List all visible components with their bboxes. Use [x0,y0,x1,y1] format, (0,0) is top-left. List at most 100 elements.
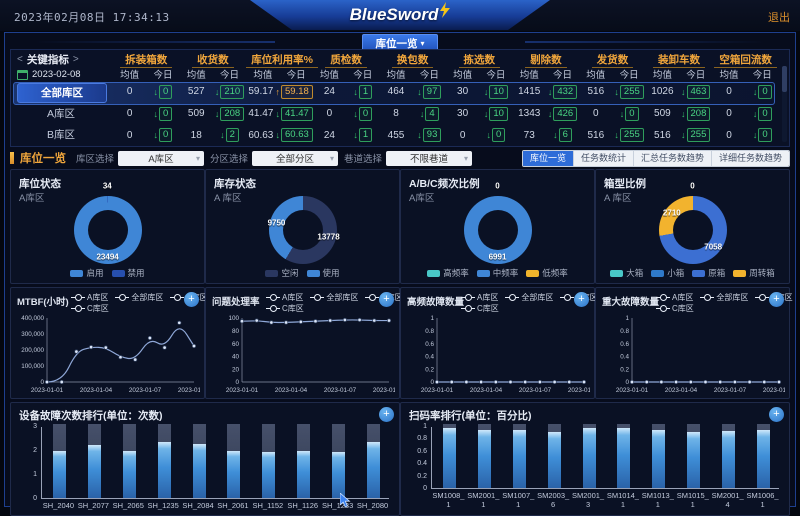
x-axis-label: SH_2080 [356,501,389,510]
legend-item[interactable]: 高频率 [427,267,469,279]
kpi-title: 关键指标 [26,54,69,66]
next-arrow-icon[interactable]: > [72,54,79,65]
x-label-line2: 6 [551,500,556,510]
main-panel: 库位一览 ▾ < 关键指标 > 2023-02-08 全部库区 A库区 B库区 … [4,32,796,516]
scrollbar-thumb[interactable] [782,66,787,92]
legend-item[interactable]: C库区 [71,303,109,313]
kpi-subheader: 均值 今日 [712,67,779,81]
legend-dot [465,305,472,312]
today-number: 0 [159,84,173,99]
x-axis-label: SH_1233 [322,501,354,510]
panel-title: 高频故障数量 [407,297,465,308]
legend-item[interactable]: 使用 [306,267,340,279]
legend-item[interactable]: 全部库区 [700,292,748,302]
kpi-metric-column: 空箱回流数 均值 今日 0 ↓ 0 0 ↓ 0 0 ↓ 0 [712,52,779,146]
legend-swatch [427,269,441,277]
zone-select[interactable]: 全部分区 ▾ [252,150,339,166]
view-button-overview[interactable]: 库位一览 [522,150,573,166]
kpi-cell: 0 ↓ 0 [113,81,180,103]
donut-chart: 0 7058 2710 [658,182,727,264]
today-number: 41.47 [281,106,313,121]
legend-item[interactable]: 全部库区 [505,292,553,302]
today-value: ↓ 1 [346,128,379,143]
kpi-subheader: 均值 今日 [446,67,513,81]
legend-item[interactable]: A库区 [266,292,303,302]
y-axis-tick: 0.4 [417,460,427,468]
bar [512,429,526,488]
brand-logo: BlueSword [250,0,550,30]
today-number: 10 [489,84,508,99]
x-label-line2: 1 [516,500,521,510]
tabbar: 库位一览 ▾ [5,33,795,53]
legend-item[interactable]: A库区 [461,292,498,302]
arrow-down-icon: ↓ [614,86,619,97]
expand-button[interactable]: + [379,292,394,307]
y-axis-tick: 0 [423,485,427,492]
expand-button[interactable]: + [184,292,199,307]
arrow-down-icon: ↓ [275,130,281,141]
view-button-summary-trend[interactable]: 汇总任务数趋势 [632,150,711,166]
row-label-all-areas[interactable]: 全部库区 [17,83,107,103]
today-number: 208 [220,106,245,121]
kpi-metric-header: 剔除数 [513,52,580,68]
kpi-date: 2023-02-08 [32,69,81,80]
legend-item[interactable]: 原箱 [692,267,725,279]
line-chart-panel: 重大故障数量A库区全部库区B库区C库区+10.80.60.40.202023-0… [595,287,793,399]
prev-arrow-icon[interactable]: < [17,54,23,65]
legend-item[interactable]: 启用 [70,267,104,279]
legend-item[interactable]: 禁用 [111,267,145,279]
expand-button[interactable]: + [769,407,784,422]
legend-item[interactable]: C库区 [656,303,694,313]
today-value: ↓ 1 [346,84,379,99]
legend-item[interactable]: A库区 [71,292,108,302]
row-label-area-a[interactable]: A库区 [46,108,75,120]
legend-dot [704,294,712,301]
today-label: 今日 [419,70,439,81]
legend-item[interactable]: 周转箱 [733,267,775,279]
expand-button[interactable]: + [769,292,784,307]
legend-swatch [111,269,125,277]
legend-item[interactable]: C库区 [461,303,499,313]
expand-button[interactable]: + [574,292,589,307]
view-button-task-count[interactable]: 任务数统计 [572,150,633,166]
today-number: 0 [358,106,373,121]
aisle-select[interactable]: 不限巷道 ▾ [386,150,473,166]
view-button-detail-trend[interactable]: 详细任务数趋势 [710,150,789,166]
x-axis-label: SH_2084 [182,501,214,510]
y-axis-tick: 0.6 [417,447,427,455]
today-label: 今日 [619,70,639,81]
legend-item[interactable]: 全部库区 [115,292,163,302]
arrow-down-icon: ↓ [752,86,758,97]
chart-legend: 高频率 中频率 低频率 [401,267,594,279]
svg-text:2023-01-01: 2023-01-01 [31,387,64,394]
kpi-title-row: < 关键指标 > [17,52,113,67]
svg-text:0.8: 0.8 [425,328,434,335]
area-select[interactable]: A库区 ▾ [118,150,205,166]
expand-button[interactable]: + [379,407,394,422]
bar [122,451,136,498]
lightning-icon [440,2,451,18]
logout-link[interactable]: 退出 [768,12,790,24]
legend-item[interactable]: C库区 [266,303,304,313]
today-value: ↓ 2 [213,128,246,143]
legend-item[interactable]: 大箱 [610,267,643,279]
date-picker[interactable]: 2023-02-08 [17,67,113,82]
avg-value: 516 [654,129,671,141]
legend-item[interactable]: 中频率 [476,267,518,279]
avg-value: 1415 [518,86,541,98]
row-label-area-b[interactable]: B库区 [46,129,75,141]
x-label-line2: 1 [690,500,695,510]
kpi-cell: 455 ↓ 93 [379,124,446,146]
today-label: 今日 [220,70,240,81]
kpi-cell: 1343 ↓ 426 [513,103,580,125]
scrollbar[interactable] [782,66,787,142]
legend-label: 原箱 [708,268,726,278]
legend-item[interactable]: 小箱 [651,267,684,279]
legend-item[interactable]: 全部库区 [310,292,358,302]
legend-item[interactable]: A库区 [656,292,693,302]
legend-item[interactable]: 低频率 [526,267,568,279]
legend-item[interactable]: 空闲 [265,267,299,279]
today-value: ↓ 426 [546,106,579,121]
today-number: 432 [553,84,578,99]
slice-value: 2710 [662,208,681,218]
